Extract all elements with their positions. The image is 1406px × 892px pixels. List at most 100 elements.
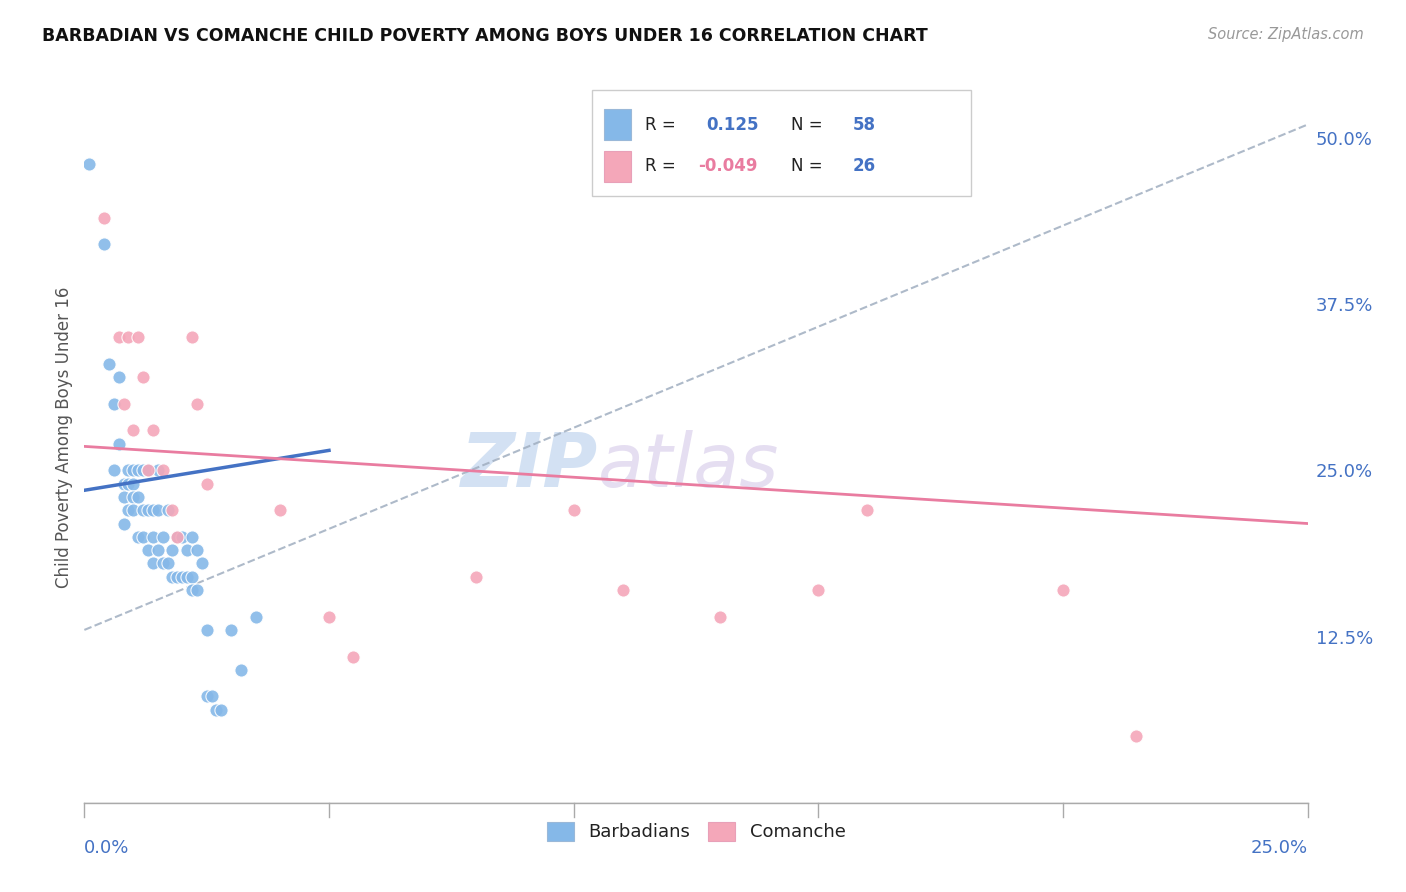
Point (464, 570, 486, 584)
Text: atlas: atlas (598, 430, 779, 502)
Point (112, 397, 135, 411)
FancyBboxPatch shape (592, 90, 972, 195)
Bar (605, 151, 631, 182)
Point (156, 503, 179, 517)
Point (146, 503, 169, 517)
Point (117, 476, 139, 491)
Point (709, 609, 731, 624)
Point (172, 570, 194, 584)
Point (122, 424, 145, 438)
Point (219, 623, 242, 637)
Point (103, 397, 125, 411)
Text: R =: R = (644, 116, 675, 134)
Point (132, 463, 155, 477)
Point (122, 490, 145, 504)
Point (142, 557, 165, 571)
Text: ZIP: ZIP (461, 430, 598, 503)
Point (269, 503, 291, 517)
Point (205, 703, 228, 717)
Point (136, 543, 159, 558)
Point (181, 330, 204, 344)
Legend: Barbadians, Comanche: Barbadians, Comanche (540, 814, 852, 848)
Point (112, 516, 135, 531)
Point (122, 503, 145, 517)
Point (612, 582, 634, 597)
Point (127, 490, 149, 504)
Point (152, 463, 174, 477)
Point (342, 649, 364, 664)
Point (107, 330, 129, 344)
Point (176, 543, 198, 558)
Point (117, 503, 139, 517)
Point (856, 503, 879, 517)
Text: R =: R = (644, 158, 675, 176)
Text: 0.0%: 0.0% (84, 839, 129, 857)
Point (136, 463, 159, 477)
Point (152, 530, 174, 544)
Point (142, 530, 165, 544)
Point (132, 503, 155, 517)
Point (195, 690, 218, 704)
Point (103, 463, 125, 477)
Point (162, 570, 184, 584)
Point (181, 530, 204, 544)
Text: 26: 26 (852, 158, 876, 176)
Point (146, 463, 169, 477)
Point (807, 582, 830, 597)
Point (146, 543, 169, 558)
Text: -0.049: -0.049 (699, 158, 758, 176)
Text: N =: N = (792, 116, 823, 134)
Point (195, 623, 218, 637)
Point (117, 330, 139, 344)
Point (97, 357, 120, 371)
Point (77, 157, 100, 171)
Point (107, 370, 129, 384)
Point (156, 557, 179, 571)
Point (172, 530, 194, 544)
Point (195, 476, 218, 491)
Point (176, 570, 198, 584)
Point (562, 503, 585, 517)
Text: N =: N = (792, 158, 823, 176)
Point (127, 330, 149, 344)
Point (112, 476, 135, 491)
Point (136, 463, 159, 477)
Point (122, 476, 145, 491)
Text: Source: ZipAtlas.com: Source: ZipAtlas.com (1208, 27, 1364, 42)
Point (200, 690, 222, 704)
Point (162, 503, 184, 517)
Point (318, 609, 340, 624)
Point (132, 370, 155, 384)
Point (166, 530, 188, 544)
Point (1052, 582, 1074, 597)
Point (127, 463, 149, 477)
Point (186, 582, 208, 597)
Point (245, 609, 267, 624)
Point (209, 703, 232, 717)
Point (191, 557, 214, 571)
Point (181, 582, 204, 597)
Point (166, 570, 188, 584)
Point (142, 503, 165, 517)
Point (136, 503, 159, 517)
Text: BARBADIAN VS COMANCHE CHILD POVERTY AMONG BOYS UNDER 16 CORRELATION CHART: BARBADIAN VS COMANCHE CHILD POVERTY AMON… (42, 27, 928, 45)
Text: 25.0%: 25.0% (1250, 839, 1308, 857)
Point (93, 237, 115, 252)
Point (152, 557, 174, 571)
Bar (605, 110, 631, 140)
Point (142, 424, 165, 438)
Text: 0.125: 0.125 (706, 116, 758, 134)
Point (229, 663, 252, 677)
Text: 58: 58 (852, 116, 876, 134)
Point (107, 436, 129, 450)
Point (166, 530, 188, 544)
Point (122, 463, 145, 477)
Point (132, 530, 155, 544)
Y-axis label: Child Poverty Among Boys Under 16: Child Poverty Among Boys Under 16 (55, 286, 73, 588)
Point (127, 530, 149, 544)
Point (1125, 729, 1147, 743)
Point (186, 543, 208, 558)
Point (181, 570, 204, 584)
Point (93, 211, 115, 225)
Point (186, 397, 208, 411)
